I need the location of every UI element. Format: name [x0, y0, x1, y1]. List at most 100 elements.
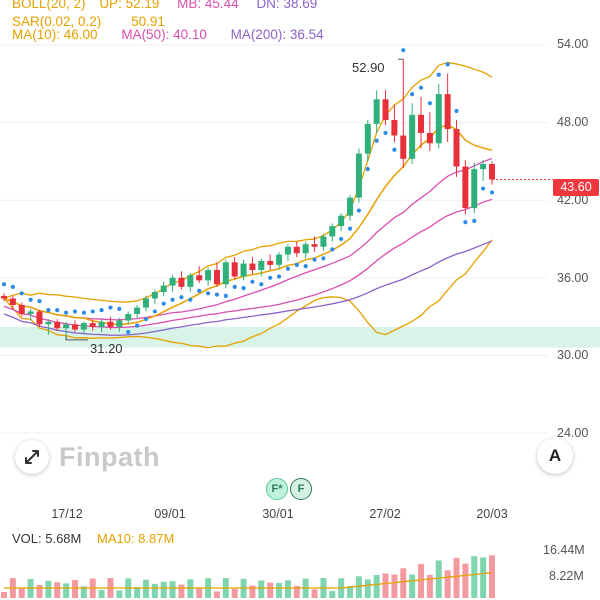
candle-body	[267, 260, 274, 265]
candle-body	[98, 321, 105, 327]
sar-dot	[330, 247, 335, 252]
candle-body	[36, 311, 43, 325]
candle-body	[27, 311, 34, 315]
f-star-badge[interactable]: F*	[266, 478, 288, 500]
sar-dot	[72, 309, 78, 314]
candle-body	[426, 132, 433, 144]
volume-bar	[293, 585, 300, 598]
candle-body	[480, 163, 487, 170]
candle-body	[151, 292, 158, 299]
candle-body	[355, 153, 362, 198]
volume-bar	[98, 589, 105, 598]
candle-body	[142, 298, 149, 308]
candle-body	[418, 114, 425, 133]
candle-body	[444, 94, 451, 130]
candle-body	[54, 321, 61, 329]
candle-body	[373, 99, 380, 124]
volume-bar	[169, 581, 176, 598]
vol-label: VOL: 5.68M	[12, 531, 82, 546]
sar-dot	[445, 62, 450, 67]
sar-dot	[152, 309, 157, 314]
volume-bar	[54, 582, 61, 598]
brand-name: Finpath	[59, 441, 160, 472]
price-tick: 24.00	[557, 426, 589, 440]
candle-body	[302, 244, 309, 254]
volume-bar	[276, 582, 283, 598]
volume-bar	[18, 588, 25, 598]
sar-legend: SAR(0.02, 0.2) 50.91	[12, 14, 165, 29]
candle-body	[435, 94, 442, 144]
volume-bar	[311, 589, 318, 598]
date-tick: 17/12	[51, 507, 83, 521]
candle-body	[178, 277, 185, 287]
volume-bar	[329, 591, 336, 598]
candle-body	[293, 246, 300, 254]
sar-dot	[55, 308, 60, 313]
boll-legend: BOLL(20, 2) UP: 52.19 MB: 45.44 DN: 38.6…	[12, 0, 317, 11]
current-price-tag: 43.60	[553, 179, 599, 196]
sar-dot	[463, 220, 468, 225]
candle-body	[329, 226, 336, 237]
sar-dot	[197, 288, 202, 293]
sar-dot	[1, 282, 7, 287]
volume-bar	[444, 570, 451, 598]
sar-dot	[276, 274, 282, 279]
volume-bar	[373, 575, 380, 598]
sar-dot	[108, 305, 113, 310]
volume-bar	[71, 579, 78, 598]
date-tick: 20/03	[476, 507, 508, 521]
date-tick: 27/02	[369, 507, 401, 521]
candle-body	[125, 314, 132, 321]
volume-bar	[355, 576, 362, 598]
candle-body	[107, 321, 114, 327]
candle-body	[364, 123, 371, 154]
volume-bar	[391, 574, 398, 598]
boll-up: UP: 52.19	[99, 0, 160, 11]
candle-body	[320, 236, 327, 247]
volume-bar	[196, 587, 203, 598]
auto-scale-button[interactable]: A	[537, 438, 573, 474]
low-marker-line	[65, 335, 88, 341]
sar-dot	[374, 138, 379, 143]
price-tick: 54.00	[557, 37, 589, 51]
volume-bar	[151, 583, 158, 598]
vol-axis-mid: 8.22M	[549, 569, 584, 583]
candle-body	[258, 260, 265, 271]
sar-dot	[214, 292, 220, 297]
f-badge[interactable]: F	[290, 478, 312, 500]
sar-dot	[481, 186, 486, 191]
expand-button[interactable]	[15, 440, 49, 474]
candle-body	[453, 129, 460, 167]
volume-bar	[267, 582, 274, 598]
volume-bar	[213, 591, 220, 598]
boll-mb: MB: 45.44	[177, 0, 239, 11]
expand-arrows-icon	[25, 450, 39, 464]
volume-bar	[36, 585, 43, 598]
candle-body	[187, 275, 194, 287]
sar-dot	[294, 262, 299, 267]
volume-bar	[116, 590, 123, 598]
candle-body	[276, 254, 283, 265]
volume-bar	[364, 579, 371, 598]
volume-bar	[284, 580, 291, 598]
sar-value: 50.91	[131, 14, 165, 29]
volume-bar	[347, 585, 354, 598]
candle-body	[63, 324, 70, 329]
volume-bar	[418, 563, 425, 598]
sar-dot	[410, 92, 415, 97]
brand-logo: Finpath	[15, 440, 160, 474]
ma50-line	[3, 198, 493, 329]
boll-middle-line	[3, 157, 493, 321]
sar-dot	[436, 72, 441, 77]
sar-dot	[303, 264, 308, 269]
ma-legend: MA(10): 46.00 MA(50): 40.10 MA(200): 36.…	[12, 27, 324, 42]
price-tick: 36.00	[557, 271, 589, 285]
volume-bar	[435, 560, 442, 598]
volume-bar	[134, 586, 141, 598]
candle-body	[347, 197, 354, 216]
candle-body	[462, 166, 469, 208]
volume-bar	[489, 555, 495, 598]
sar-dot	[10, 284, 15, 289]
candle-body	[222, 262, 229, 285]
